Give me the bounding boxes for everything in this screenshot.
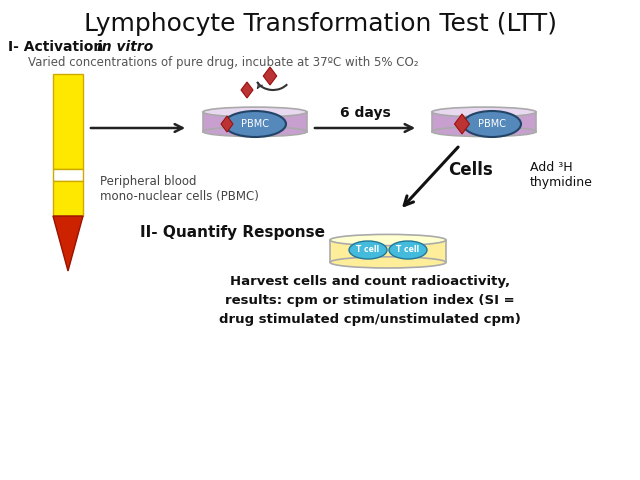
Polygon shape	[53, 74, 83, 169]
Polygon shape	[330, 240, 446, 263]
Text: 6 days: 6 days	[340, 106, 390, 120]
Polygon shape	[263, 67, 276, 85]
Text: Varied concentrations of pure drug, incubate at 37ºC with 5% CO₂: Varied concentrations of pure drug, incu…	[28, 56, 419, 69]
Polygon shape	[203, 112, 307, 132]
Text: PBMC: PBMC	[241, 119, 269, 129]
Polygon shape	[53, 169, 83, 181]
Text: Cells: Cells	[448, 161, 493, 179]
Text: in vitro: in vitro	[97, 40, 153, 54]
Polygon shape	[221, 116, 233, 132]
Ellipse shape	[330, 257, 446, 268]
Ellipse shape	[432, 107, 536, 117]
Text: II- Quantify Response: II- Quantify Response	[140, 225, 325, 240]
Ellipse shape	[463, 111, 521, 137]
Ellipse shape	[389, 241, 427, 259]
Text: T cell: T cell	[356, 245, 380, 254]
Ellipse shape	[330, 234, 446, 246]
Text: Harvest cells and count radioactivity,
results: cpm or stimulation index (SI =
d: Harvest cells and count radioactivity, r…	[219, 275, 521, 326]
Ellipse shape	[224, 111, 286, 137]
Ellipse shape	[349, 241, 387, 259]
Text: Lymphocyte Transformation Test (LTT): Lymphocyte Transformation Test (LTT)	[83, 12, 557, 36]
Text: Add ³H
thymidine: Add ³H thymidine	[530, 161, 593, 189]
Polygon shape	[432, 112, 536, 132]
Polygon shape	[53, 216, 83, 271]
Ellipse shape	[432, 127, 536, 136]
Text: PBMC: PBMC	[478, 119, 506, 129]
Text: Peripheral blood
mono-nuclear cells (PBMC): Peripheral blood mono-nuclear cells (PBM…	[100, 175, 259, 203]
Text: I- Activation: I- Activation	[8, 40, 108, 54]
Ellipse shape	[203, 127, 307, 136]
Ellipse shape	[203, 107, 307, 117]
Polygon shape	[53, 181, 83, 216]
Text: T cell: T cell	[396, 245, 420, 254]
Polygon shape	[241, 82, 253, 98]
Polygon shape	[454, 114, 470, 134]
